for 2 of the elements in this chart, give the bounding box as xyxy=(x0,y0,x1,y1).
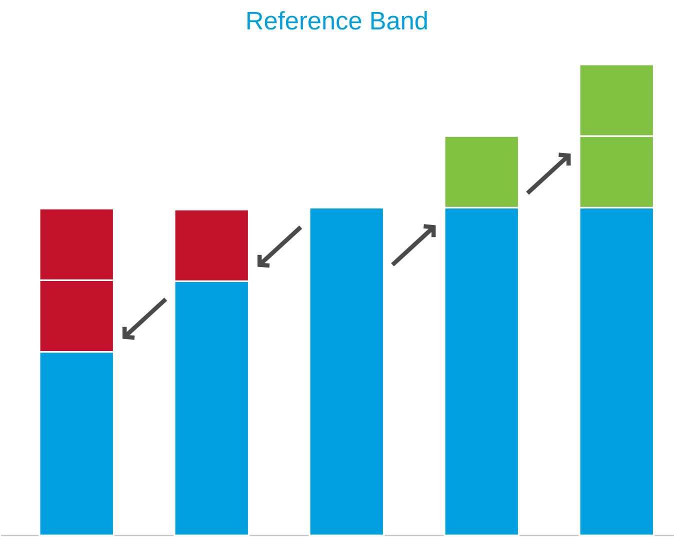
bar xyxy=(308,206,385,536)
chart-title: Reference Band xyxy=(248,11,427,30)
